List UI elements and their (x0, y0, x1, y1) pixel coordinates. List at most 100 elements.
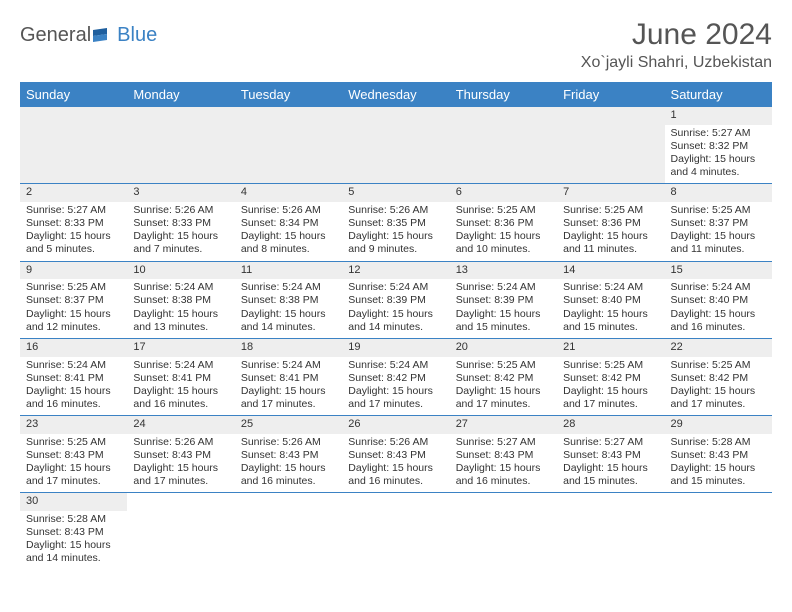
calendar-cell (342, 493, 449, 570)
sunset-line: Sunset: 8:42 PM (456, 372, 551, 385)
weekday-heading: Wednesday (342, 82, 449, 107)
calendar-cell: 7Sunrise: 5:25 AMSunset: 8:36 PMDaylight… (557, 184, 664, 261)
sunset-line: Sunset: 8:37 PM (671, 217, 766, 230)
calendar-cell: 27Sunrise: 5:27 AMSunset: 8:43 PMDayligh… (450, 416, 557, 493)
weekday-heading: Tuesday (235, 82, 342, 107)
calendar-cell: 16Sunrise: 5:24 AMSunset: 8:41 PMDayligh… (20, 338, 127, 415)
day-number: 15 (665, 262, 772, 280)
logo-text-general: General (20, 24, 91, 47)
day-number: 12 (342, 262, 449, 280)
daylight-line: Daylight: 15 hours and 4 minutes. (671, 153, 766, 179)
calendar-cell: 30Sunrise: 5:28 AMSunset: 8:43 PMDayligh… (20, 493, 127, 570)
day-number: 11 (235, 262, 342, 280)
daylight-line: Daylight: 15 hours and 11 minutes. (563, 230, 658, 256)
sunset-line: Sunset: 8:43 PM (348, 449, 443, 462)
calendar-cell: 22Sunrise: 5:25 AMSunset: 8:42 PMDayligh… (665, 338, 772, 415)
sunrise-line: Sunrise: 5:26 AM (348, 436, 443, 449)
sunrise-line: Sunrise: 5:24 AM (241, 281, 336, 294)
day-number: 22 (665, 339, 772, 357)
daylight-line: Daylight: 15 hours and 7 minutes. (133, 230, 228, 256)
calendar-cell: 18Sunrise: 5:24 AMSunset: 8:41 PMDayligh… (235, 338, 342, 415)
day-number: 30 (20, 493, 127, 511)
sunset-line: Sunset: 8:38 PM (133, 294, 228, 307)
calendar-cell (235, 493, 342, 570)
calendar-cell (450, 107, 557, 184)
day-number: 17 (127, 339, 234, 357)
calendar-cell: 9Sunrise: 5:25 AMSunset: 8:37 PMDaylight… (20, 261, 127, 338)
sunrise-line: Sunrise: 5:24 AM (671, 281, 766, 294)
calendar-cell (665, 493, 772, 570)
daylight-line: Daylight: 15 hours and 5 minutes. (26, 230, 121, 256)
day-number: 27 (450, 416, 557, 434)
daylight-line: Daylight: 15 hours and 16 minutes. (241, 462, 336, 488)
daylight-line: Daylight: 15 hours and 17 minutes. (26, 462, 121, 488)
sunrise-line: Sunrise: 5:25 AM (26, 281, 121, 294)
daylight-line: Daylight: 15 hours and 10 minutes. (456, 230, 551, 256)
weekday-heading: Monday (127, 82, 234, 107)
daylight-line: Daylight: 15 hours and 12 minutes. (26, 308, 121, 334)
day-number: 16 (20, 339, 127, 357)
sunset-line: Sunset: 8:39 PM (348, 294, 443, 307)
sunset-line: Sunset: 8:33 PM (26, 217, 121, 230)
daylight-line: Daylight: 15 hours and 8 minutes. (241, 230, 336, 256)
calendar-cell: 1Sunrise: 5:27 AMSunset: 8:32 PMDaylight… (665, 107, 772, 184)
daylight-line: Daylight: 15 hours and 16 minutes. (348, 462, 443, 488)
sunset-line: Sunset: 8:35 PM (348, 217, 443, 230)
day-number: 20 (450, 339, 557, 357)
sunrise-line: Sunrise: 5:24 AM (563, 281, 658, 294)
day-number: 5 (342, 184, 449, 202)
sunrise-line: Sunrise: 5:25 AM (456, 359, 551, 372)
day-number: 2 (20, 184, 127, 202)
daylight-line: Daylight: 15 hours and 14 minutes. (348, 308, 443, 334)
sunset-line: Sunset: 8:38 PM (241, 294, 336, 307)
sunrise-line: Sunrise: 5:28 AM (671, 436, 766, 449)
sunset-line: Sunset: 8:43 PM (563, 449, 658, 462)
day-number: 26 (342, 416, 449, 434)
calendar-body: 1Sunrise: 5:27 AMSunset: 8:32 PMDaylight… (20, 107, 772, 570)
sunset-line: Sunset: 8:40 PM (671, 294, 766, 307)
daylight-line: Daylight: 15 hours and 14 minutes. (241, 308, 336, 334)
day-number: 7 (557, 184, 664, 202)
daylight-line: Daylight: 15 hours and 17 minutes. (456, 385, 551, 411)
calendar-cell (342, 107, 449, 184)
day-number: 18 (235, 339, 342, 357)
sunrise-line: Sunrise: 5:24 AM (348, 359, 443, 372)
daylight-line: Daylight: 15 hours and 15 minutes. (671, 462, 766, 488)
sunset-line: Sunset: 8:34 PM (241, 217, 336, 230)
sunrise-line: Sunrise: 5:26 AM (348, 204, 443, 217)
calendar-cell (127, 493, 234, 570)
sunset-line: Sunset: 8:37 PM (26, 294, 121, 307)
daylight-line: Daylight: 15 hours and 15 minutes. (456, 308, 551, 334)
weekday-heading: Thursday (450, 82, 557, 107)
sunset-line: Sunset: 8:33 PM (133, 217, 228, 230)
calendar-cell: 25Sunrise: 5:26 AMSunset: 8:43 PMDayligh… (235, 416, 342, 493)
sunset-line: Sunset: 8:41 PM (26, 372, 121, 385)
daylight-line: Daylight: 15 hours and 11 minutes. (671, 230, 766, 256)
calendar-cell: 23Sunrise: 5:25 AMSunset: 8:43 PMDayligh… (20, 416, 127, 493)
daylight-line: Daylight: 15 hours and 17 minutes. (671, 385, 766, 411)
sunset-line: Sunset: 8:42 PM (348, 372, 443, 385)
day-number: 10 (127, 262, 234, 280)
daylight-line: Daylight: 15 hours and 17 minutes. (241, 385, 336, 411)
sunrise-line: Sunrise: 5:24 AM (133, 281, 228, 294)
day-number: 3 (127, 184, 234, 202)
sunrise-line: Sunrise: 5:27 AM (456, 436, 551, 449)
logo: General Blue (20, 24, 157, 47)
sunrise-line: Sunrise: 5:26 AM (241, 204, 336, 217)
calendar-cell: 15Sunrise: 5:24 AMSunset: 8:40 PMDayligh… (665, 261, 772, 338)
sunrise-line: Sunrise: 5:25 AM (563, 204, 658, 217)
location: Xo`jayli Shahri, Uzbekistan (581, 54, 772, 72)
sunset-line: Sunset: 8:43 PM (671, 449, 766, 462)
day-number: 25 (235, 416, 342, 434)
sunrise-line: Sunrise: 5:25 AM (563, 359, 658, 372)
sunrise-line: Sunrise: 5:25 AM (456, 204, 551, 217)
logo-flag-icon (93, 28, 115, 44)
sunrise-line: Sunrise: 5:26 AM (241, 436, 336, 449)
calendar-cell (557, 107, 664, 184)
sunset-line: Sunset: 8:32 PM (671, 140, 766, 153)
sunset-line: Sunset: 8:43 PM (26, 526, 121, 539)
sunrise-line: Sunrise: 5:26 AM (133, 436, 228, 449)
calendar-cell: 10Sunrise: 5:24 AMSunset: 8:38 PMDayligh… (127, 261, 234, 338)
calendar-cell: 6Sunrise: 5:25 AMSunset: 8:36 PMDaylight… (450, 184, 557, 261)
calendar-header-row: Sunday Monday Tuesday Wednesday Thursday… (20, 82, 772, 107)
